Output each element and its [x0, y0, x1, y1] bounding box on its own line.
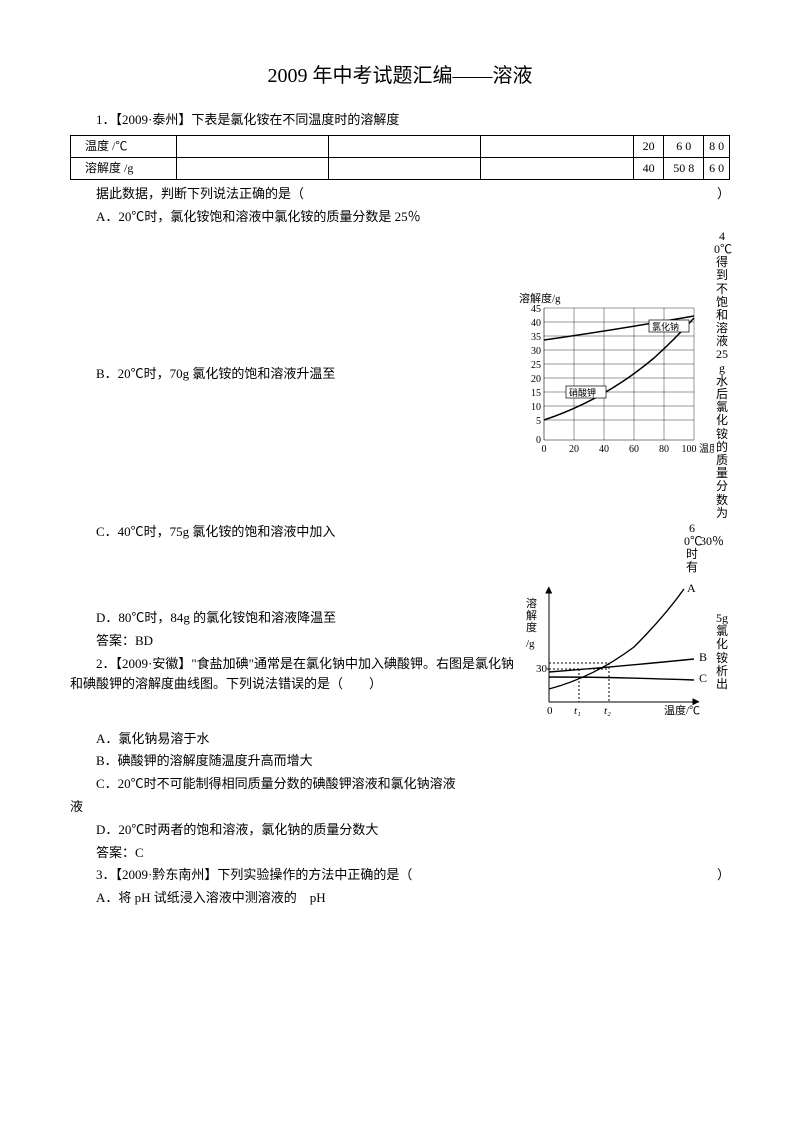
series-label: 氯化钠: [652, 321, 679, 332]
series-label: 硝酸钾: [569, 387, 596, 398]
q2-optC: C．20℃时不可能制得相同质量分数的碘酸钾溶液和氯化钠溶液: [70, 774, 730, 795]
cell: [481, 157, 633, 179]
percent-label: 30％: [700, 532, 730, 551]
chart-ylabel: 溶解度/g: [519, 291, 561, 305]
q2-stem: 2．【2009·安徽】"食盐加碘"通常是在氯化钠中加入碘酸钾。右图是氯化钠和碘酸…: [70, 654, 524, 696]
svg-text:温度/℃: 温度/℃: [699, 442, 714, 455]
svg-text:30: 30: [536, 663, 548, 675]
cell: [328, 135, 480, 157]
vertical-text-d: 5g氯化铵析出: [714, 612, 730, 691]
vertical-text-c: 60℃时有: [684, 522, 700, 575]
svg-text:60: 60: [629, 444, 639, 455]
svg-text:温度/℃: 温度/℃: [664, 703, 700, 717]
svg-text:20: 20: [569, 444, 579, 455]
cell: 20: [633, 135, 663, 157]
q3-close: ）: [691, 865, 730, 886]
cell: 6 0: [704, 157, 730, 179]
q3-optA: A．将 pH 试纸浸入溶液中测溶液的 pH: [70, 888, 730, 909]
svg-text:15: 15: [531, 388, 541, 399]
q1-optA: A．20℃时，氯化铵饱和溶液中氯化铵的质量分数是 25％: [70, 207, 730, 228]
svg-text:30: 30: [531, 346, 541, 357]
q1-stem: 1．【2009·泰州】下表是氯化铵在不同温度时的溶解度: [70, 110, 730, 131]
svg-text:5: 5: [536, 416, 541, 427]
row-label: 温度 /℃: [71, 135, 177, 157]
q1-judge: 据此数据，判断下列说法正确的是（ ）: [70, 184, 730, 205]
svg-text:40: 40: [599, 444, 609, 455]
cell: [176, 135, 328, 157]
q2-optD: D．20℃时两者的饱和溶液，氯化钠的质量分数大: [70, 820, 730, 841]
q2-answer: 答案：C: [70, 843, 730, 864]
svg-text:t₁: t₁: [574, 705, 581, 717]
svg-text:100: 100: [682, 444, 697, 455]
svg-text:/g: /g: [526, 638, 535, 650]
svg-text:20: 20: [531, 374, 541, 385]
svg-text:度: 度: [526, 620, 537, 634]
solubility-chart-2: 溶 解 度 /g 30 A B C 0 t₁ t₂ 温度: [524, 577, 714, 727]
q1-optB: B．20℃时，70g 氯化铵的饱和溶液升温至: [70, 364, 514, 385]
vertical-text-a: 40℃得到不饱和溶液25g水后氯化铵的质量分数为: [714, 230, 730, 520]
cell: [176, 157, 328, 179]
q3-text: 3．【2009·黔东南州】下列实验操作的方法中正确的是（: [70, 865, 412, 886]
svg-text:t₂: t₂: [604, 705, 611, 717]
curve-label: A: [687, 581, 696, 595]
q2-optB: B．碘酸钾的溶解度随温度升高而增大: [70, 751, 730, 772]
cell: 6 0: [664, 135, 704, 157]
table-row: 温度 /℃ 20 6 0 8 0: [71, 135, 730, 157]
row-label: 溶解度 /g: [71, 157, 177, 179]
q2-optC-tail: 液: [70, 797, 730, 818]
q3-stem: 3．【2009·黔东南州】下列实验操作的方法中正确的是（ ）: [70, 865, 730, 886]
page-title: 2009 年中考试题汇编——溶液: [70, 60, 730, 92]
cell: [328, 157, 480, 179]
svg-text:35: 35: [531, 332, 541, 343]
svg-text:45: 45: [531, 304, 541, 315]
cell: [481, 135, 633, 157]
solubility-table: 温度 /℃ 20 6 0 8 0 溶解度 /g 40 50 8 6 0: [70, 135, 730, 180]
q1-answer: 答案：BD: [70, 631, 524, 652]
svg-text:10: 10: [531, 402, 541, 413]
q2-optA: A．氯化钠易溶于水: [70, 729, 730, 750]
chart-ylabel: 溶: [526, 596, 537, 610]
svg-text:40: 40: [531, 318, 541, 329]
svg-text:80: 80: [659, 444, 669, 455]
curve-label: C: [699, 671, 707, 685]
judge-text: 据此数据，判断下列说法正确的是（: [70, 184, 304, 205]
q1-optD: D．80℃时，84g 的氯化铵饱和溶液降温至: [70, 608, 524, 629]
curve-label: B: [699, 650, 707, 664]
cell: 8 0: [704, 135, 730, 157]
svg-text:0: 0: [547, 705, 553, 717]
svg-text:0: 0: [542, 444, 547, 455]
cell: 40: [633, 157, 663, 179]
solubility-chart-1: 溶解度/g 45 40 35 30 25 20 15 10 5 0: [514, 290, 714, 460]
table-row: 溶解度 /g 40 50 8 6 0: [71, 157, 730, 179]
svg-text:25: 25: [531, 360, 541, 371]
svg-text:解: 解: [526, 608, 537, 622]
svg-text:0: 0: [536, 435, 541, 446]
judge-close: ）: [691, 184, 730, 205]
cell: 50 8: [664, 157, 704, 179]
q1-optC: C．40℃时，75g 氯化铵的饱和溶液中加入: [70, 522, 684, 543]
